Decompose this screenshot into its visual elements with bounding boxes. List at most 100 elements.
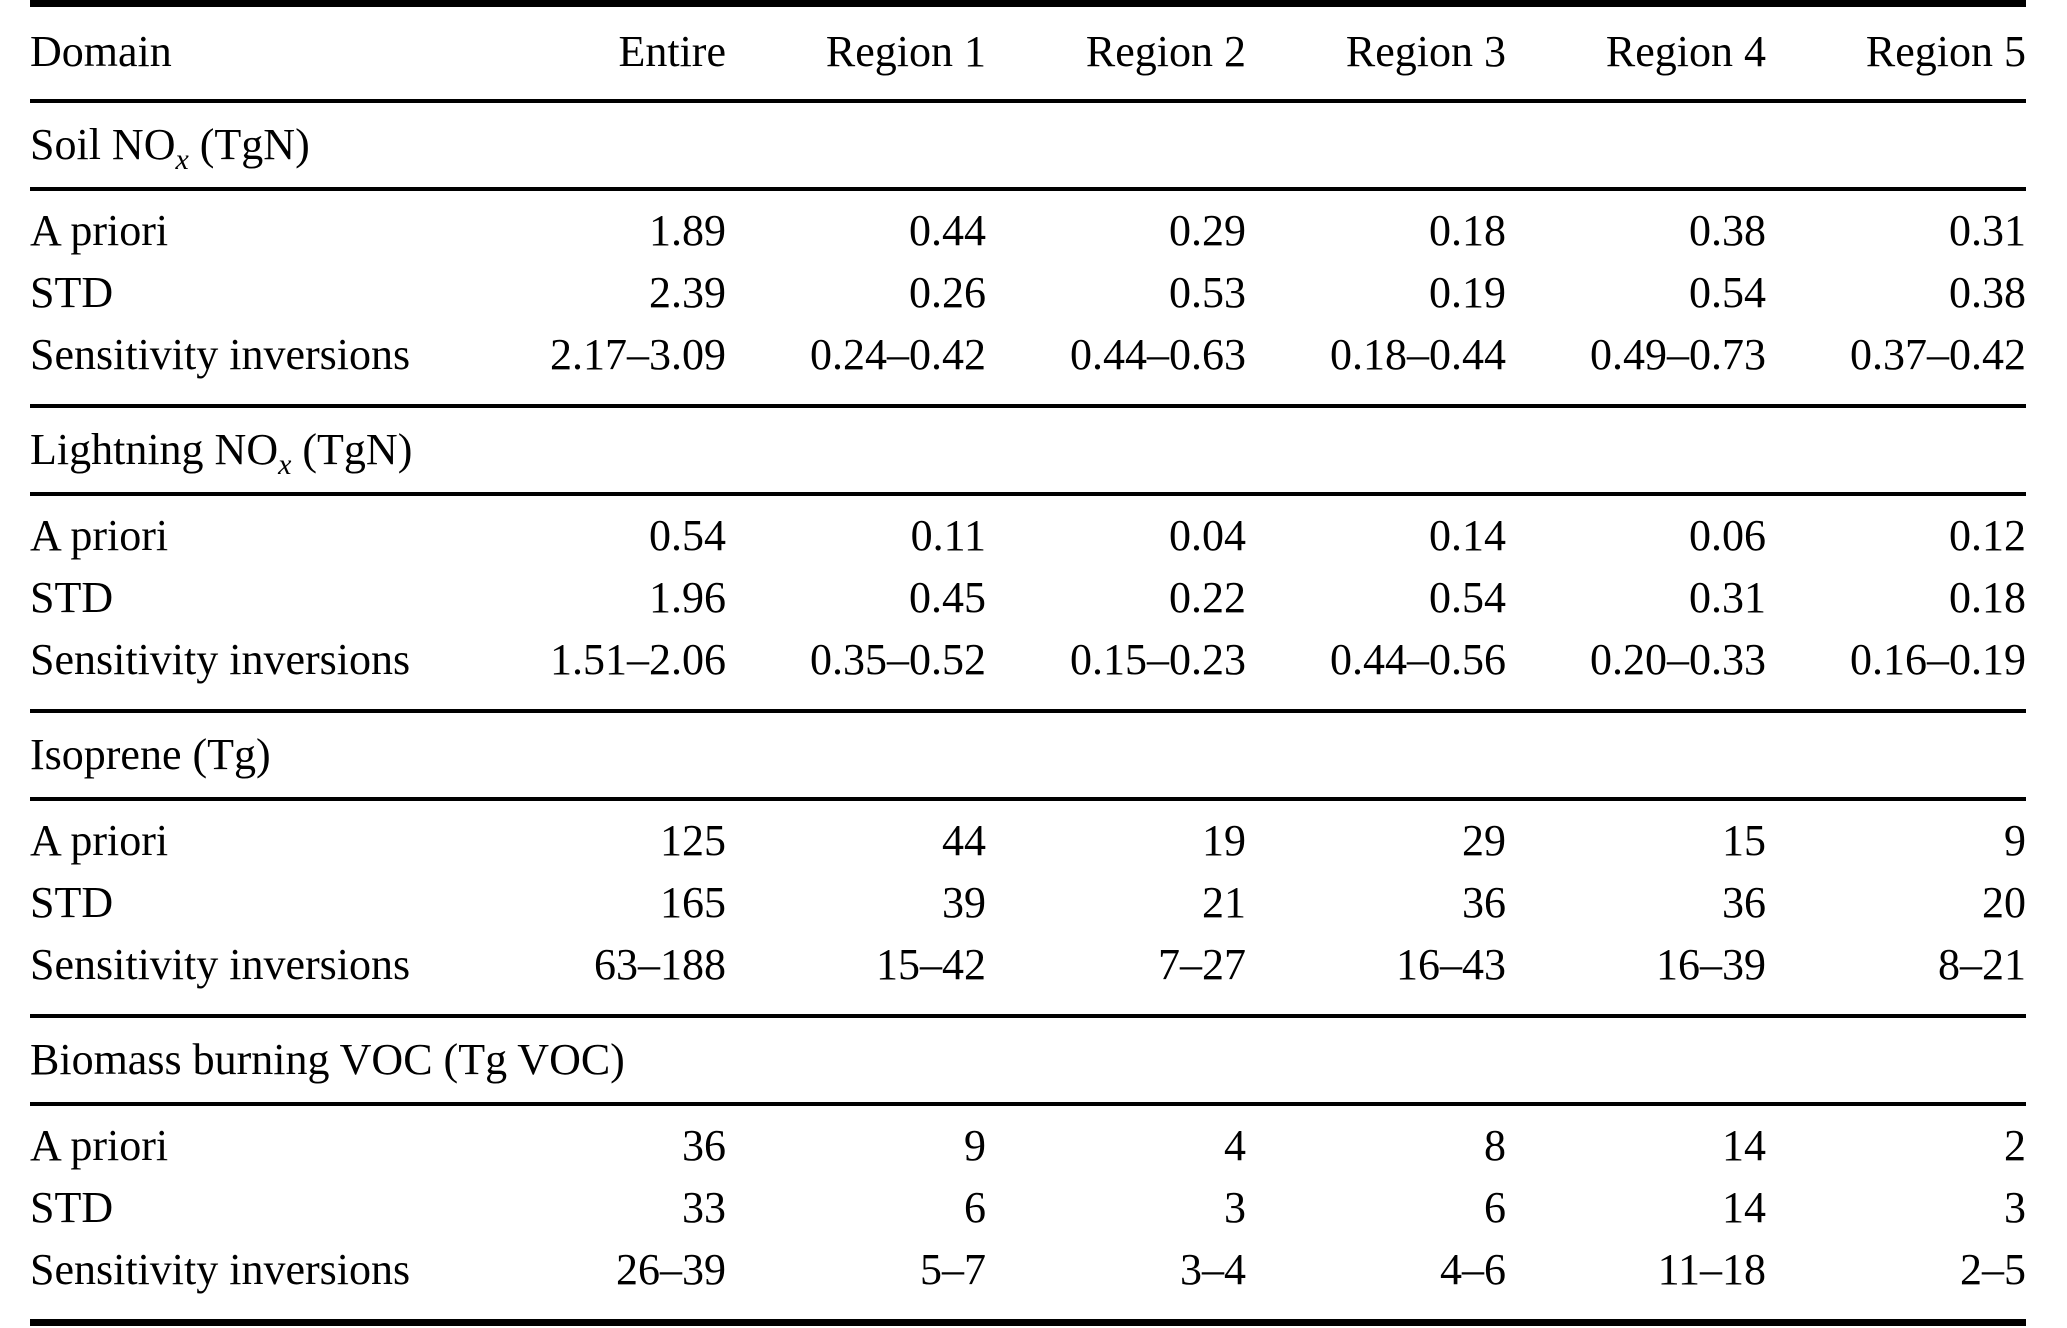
- section-title-text: Soil NO: [30, 120, 176, 169]
- table-row-apriori: A priori 0.54 0.11 0.04 0.14 0.06 0.12: [30, 494, 2026, 567]
- value-cell: 0.06: [1689, 511, 1766, 560]
- table-row-sensitivity: Sensitivity inversions 1.51–2.06 0.35–0.…: [30, 629, 2026, 711]
- value-cell: 0.31: [1949, 206, 2026, 255]
- value-cell: 0.45: [909, 573, 986, 622]
- column-header-region-2: Region 2: [1085, 27, 1246, 76]
- value-cell: 36: [1722, 878, 1766, 927]
- value-cell: 33: [682, 1183, 726, 1232]
- column-header-domain: Domain: [30, 27, 172, 76]
- value-cell: 14: [1722, 1183, 1766, 1232]
- value-cell: 36: [1462, 878, 1506, 927]
- value-cell: 125: [660, 816, 726, 865]
- column-header-region-1: Region 1: [825, 27, 986, 76]
- value-cell: 15: [1722, 816, 1766, 865]
- value-cell: 15–42: [876, 940, 986, 989]
- value-cell: 2.39: [649, 268, 726, 317]
- value-cell: 1.89: [649, 206, 726, 255]
- value-cell: 63–188: [594, 940, 726, 989]
- value-cell: 0.31: [1689, 573, 1766, 622]
- value-cell: 2.17–3.09: [550, 330, 726, 379]
- value-cell: 0.04: [1169, 511, 1246, 560]
- value-cell: 0.37–0.42: [1850, 330, 2026, 379]
- value-cell: 0.49–0.73: [1590, 330, 1766, 379]
- row-label: Sensitivity inversions: [30, 635, 411, 684]
- table-row-std: STD 33 6 3 6 14 3: [30, 1177, 2026, 1239]
- value-cell: 0.26: [909, 268, 986, 317]
- value-cell: 0.44–0.63: [1070, 330, 1246, 379]
- value-cell: 20: [1982, 878, 2026, 927]
- row-label: A priori: [30, 511, 169, 560]
- section-title-text: Isoprene (Tg): [30, 730, 271, 779]
- value-cell: 39: [942, 878, 986, 927]
- value-cell: 0.54: [649, 511, 726, 560]
- value-cell: 0.44: [909, 206, 986, 255]
- value-cell: 26–39: [616, 1245, 726, 1294]
- value-cell: 3: [1224, 1183, 1246, 1232]
- value-cell: 0.18: [1429, 206, 1506, 255]
- value-cell: 21: [1202, 878, 1246, 927]
- value-cell: 0.54: [1429, 573, 1506, 622]
- value-cell: 165: [660, 878, 726, 927]
- section-header-biomass-burning-voc: Biomass burning VOC (Tg VOC): [30, 1014, 2026, 1106]
- value-cell: 3: [2004, 1183, 2026, 1232]
- table-row-sensitivity: Sensitivity inversions 26–39 5–7 3–4 4–6…: [30, 1239, 2026, 1323]
- value-cell: 0.38: [1689, 206, 1766, 255]
- value-cell: 0.53: [1169, 268, 1246, 317]
- table-row-std: STD 2.39 0.26 0.53 0.19 0.54 0.38: [30, 262, 2026, 324]
- row-label: A priori: [30, 816, 169, 865]
- row-label: Sensitivity inversions: [30, 1245, 411, 1294]
- table-row-std: STD 165 39 21 36 36 20: [30, 872, 2026, 934]
- section-title-units: (TgN): [291, 425, 413, 474]
- section-header-soil-nox: Soil NOx (TgN): [30, 99, 2026, 191]
- value-cell: 3–4: [1180, 1245, 1246, 1294]
- subscript-x: x: [278, 447, 292, 481]
- value-cell: 2: [2004, 1121, 2026, 1170]
- value-cell: 0.18: [1949, 573, 2026, 622]
- value-cell: 29: [1462, 816, 1506, 865]
- value-cell: 36: [682, 1121, 726, 1170]
- column-header-region-3: Region 3: [1345, 27, 1506, 76]
- value-cell: 0.24–0.42: [810, 330, 986, 379]
- value-cell: 1.51–2.06: [550, 635, 726, 684]
- value-cell: 14: [1722, 1121, 1766, 1170]
- value-cell: 6: [1484, 1183, 1506, 1232]
- value-cell: 0.14: [1429, 511, 1506, 560]
- value-cell: 7–27: [1158, 940, 1246, 989]
- row-label: STD: [30, 1183, 114, 1232]
- value-cell: 19: [1202, 816, 1246, 865]
- value-cell: 5–7: [920, 1245, 986, 1294]
- results-table: Domain Entire Region 1 Region 2 Region 3…: [30, 0, 2026, 1326]
- column-header-entire: Entire: [618, 27, 726, 76]
- table-row-sensitivity: Sensitivity inversions 2.17–3.09 0.24–0.…: [30, 324, 2026, 406]
- row-label: A priori: [30, 1121, 169, 1170]
- value-cell: 0.19: [1429, 268, 1506, 317]
- section-title-text: Lightning NO: [30, 425, 279, 474]
- section-header-isoprene: Isoprene (Tg): [30, 709, 2026, 801]
- table-row-std: STD 1.96 0.45 0.22 0.54 0.31 0.18: [30, 567, 2026, 629]
- value-cell: 8: [1484, 1121, 1506, 1170]
- value-cell: 4: [1224, 1121, 1246, 1170]
- value-cell: 0.20–0.33: [1590, 635, 1766, 684]
- row-label: STD: [30, 573, 114, 622]
- value-cell: 0.11: [910, 511, 986, 560]
- value-cell: 44: [942, 816, 986, 865]
- value-cell: 16–43: [1396, 940, 1506, 989]
- value-cell: 0.16–0.19: [1850, 635, 2026, 684]
- value-cell: 0.54: [1689, 268, 1766, 317]
- value-cell: 0.44–0.56: [1330, 635, 1506, 684]
- value-cell: 0.35–0.52: [810, 635, 986, 684]
- value-cell: 0.29: [1169, 206, 1246, 255]
- row-label: STD: [30, 878, 114, 927]
- row-label: Sensitivity inversions: [30, 330, 411, 379]
- row-label: STD: [30, 268, 114, 317]
- value-cell: 9: [2004, 816, 2026, 865]
- value-cell: 0.15–0.23: [1070, 635, 1246, 684]
- section-title-text: Biomass burning VOC (Tg VOC): [30, 1035, 625, 1084]
- value-cell: 0.12: [1949, 511, 2026, 560]
- column-header-region-4: Region 4: [1605, 27, 1766, 76]
- value-cell: 8–21: [1938, 940, 2026, 989]
- table-row-sensitivity: Sensitivity inversions 63–188 15–42 7–27…: [30, 934, 2026, 1016]
- subscript-x: x: [175, 142, 189, 176]
- value-cell: 11–18: [1657, 1245, 1766, 1294]
